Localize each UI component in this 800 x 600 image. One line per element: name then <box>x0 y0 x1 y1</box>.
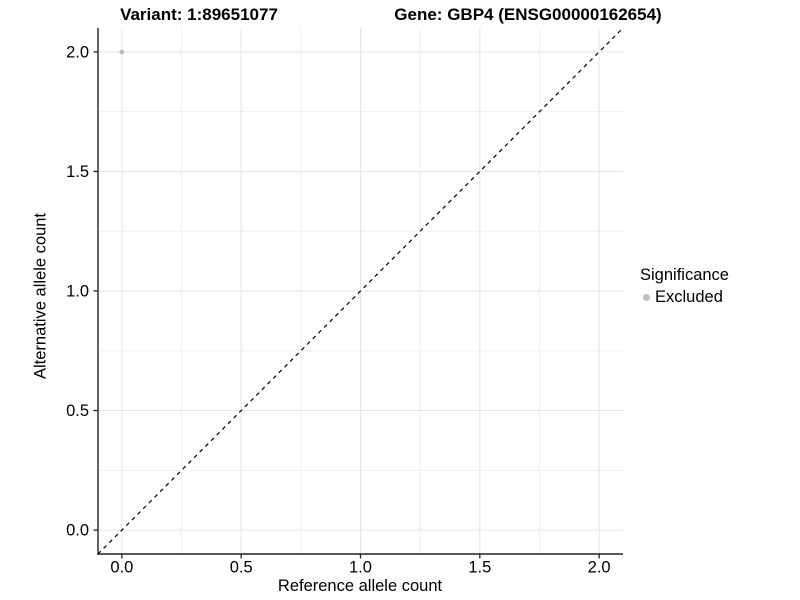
legend-title: Significance <box>640 266 729 284</box>
variant-title: Variant: 1:89651077 <box>120 5 278 24</box>
y-tick-label: 0.5 <box>66 402 89 420</box>
x-tick-label: 1.0 <box>349 559 372 577</box>
x-tick-label: 0.0 <box>110 559 133 577</box>
data-point-excluded <box>119 49 125 55</box>
y-tick-label: 1.5 <box>66 163 89 181</box>
excluded-marker-icon <box>643 294 650 301</box>
identity-line <box>97 27 624 555</box>
x-tick-label: 0.5 <box>230 559 253 577</box>
x-tick-label: 2.0 <box>588 559 611 577</box>
y-tick-label: 1.0 <box>66 283 89 301</box>
y-tick-label: 2.0 <box>66 43 89 61</box>
x-axis-label: Reference allele count <box>277 577 443 595</box>
y-tick-label: 0.0 <box>66 522 89 540</box>
gene-title: Gene: GBP4 (ENSG00000162654) <box>394 5 662 24</box>
x-tick-label: 1.5 <box>468 559 491 577</box>
legend-entry-excluded: Excluded <box>643 288 729 307</box>
legend: Significance Excluded <box>640 266 729 307</box>
legend-entry-label: Excluded <box>655 288 723 306</box>
